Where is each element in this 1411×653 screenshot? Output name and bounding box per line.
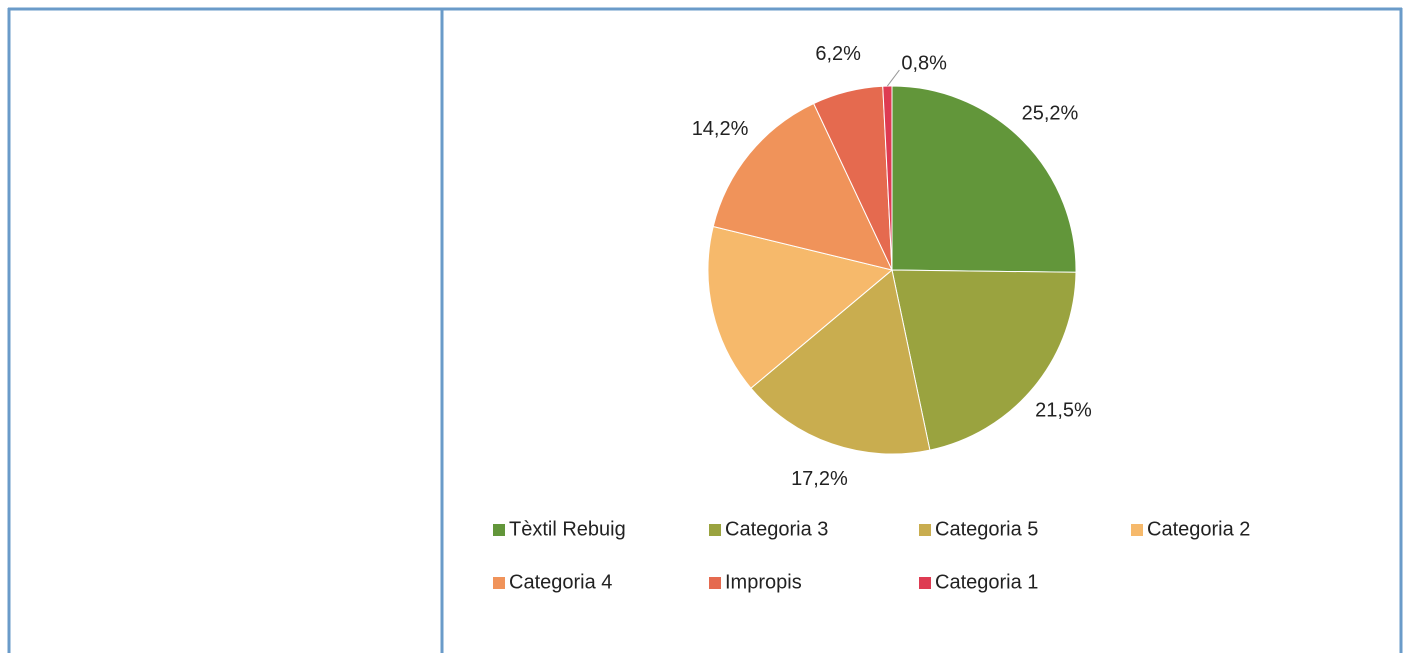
pie-slice [707, 225, 894, 389]
legend-label: Impropis [725, 571, 802, 593]
data-label: 6,2% [815, 43, 861, 65]
data-label: 0,8% [901, 52, 947, 74]
pie-slice [712, 102, 893, 271]
legend-swatch [493, 577, 505, 589]
pie-slice [750, 269, 931, 455]
legend-label: Categoria 4 [509, 571, 612, 593]
legend-label: Categoria 1 [935, 571, 1038, 593]
pie-slice [891, 85, 1077, 273]
legend-swatch [709, 577, 721, 589]
leader-line [886, 69, 900, 87]
data-label: 25,2% [1022, 102, 1079, 124]
legend-label: Categoria 5 [935, 518, 1038, 540]
legend-label: Categoria 3 [725, 518, 828, 540]
legend-label: Categoria 2 [1147, 518, 1250, 540]
pie-slice [891, 269, 1077, 451]
legend-swatch [709, 524, 721, 536]
data-label: 21,5% [1035, 399, 1092, 421]
legend-label: Tèxtil Rebuig [509, 518, 626, 540]
frame [7, 7, 1403, 653]
legend-swatch [919, 524, 931, 536]
data-label: 17,2% [791, 468, 848, 490]
legend-swatch [493, 524, 505, 536]
legend-swatch [919, 577, 931, 589]
legend-swatch [1131, 524, 1143, 536]
data-label: 14,2% [692, 118, 749, 140]
